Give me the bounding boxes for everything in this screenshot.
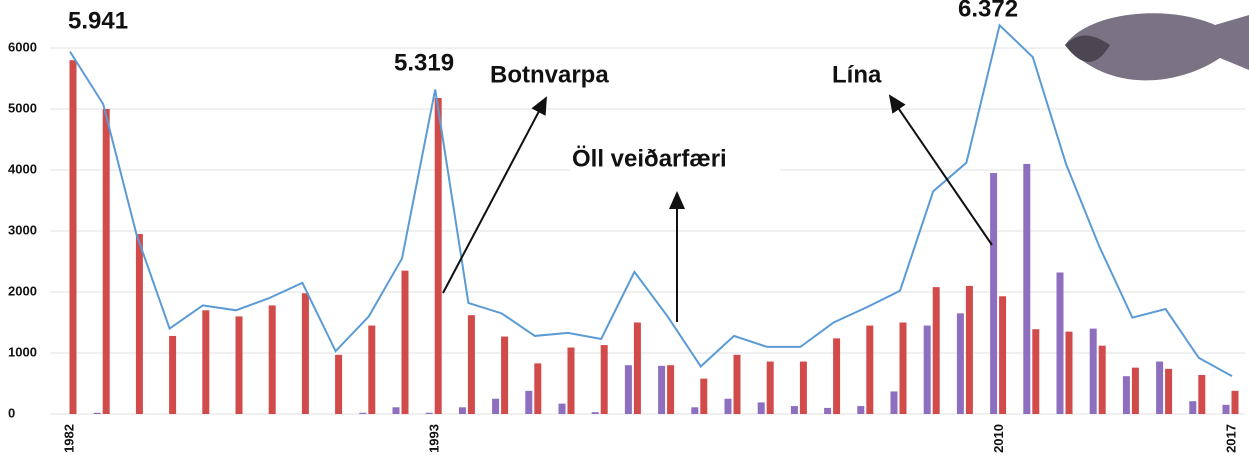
bar (103, 109, 110, 414)
bar (435, 98, 442, 414)
series-label: Öll veiðarfæri (572, 145, 727, 172)
bar (990, 173, 997, 414)
bar (833, 338, 840, 414)
bar (70, 60, 77, 414)
y-tick-label: 0 (8, 405, 15, 420)
chart: 0 1000 2000 3000 4000 5000 6000 1982 1993 2010 201… (0, 0, 1249, 464)
arrow (443, 98, 546, 293)
bar (169, 336, 176, 414)
bar (559, 404, 566, 414)
bar (791, 406, 798, 414)
bar (1090, 329, 1097, 414)
bar (592, 412, 599, 414)
bar (202, 310, 209, 414)
bar (625, 365, 632, 414)
bar (700, 379, 707, 414)
bar (269, 305, 276, 414)
bar (302, 293, 309, 414)
bar (459, 407, 466, 414)
bar (1123, 376, 1130, 414)
bar (359, 413, 366, 414)
bar (734, 355, 741, 414)
bar (667, 365, 674, 414)
bar (525, 391, 532, 414)
bar (767, 362, 774, 414)
bar (924, 326, 931, 414)
bar (966, 286, 973, 414)
bar (1156, 362, 1163, 414)
bar (492, 399, 499, 414)
y-tick-label: 4000 (8, 161, 37, 176)
y-tick-label: 1000 (8, 344, 37, 359)
bar (824, 408, 831, 414)
series-label: Botnvarpa (490, 61, 609, 88)
bar (634, 323, 641, 415)
bar (658, 366, 665, 414)
bar (136, 234, 143, 414)
bar (534, 363, 541, 414)
bar (1032, 329, 1039, 414)
bar (999, 296, 1006, 414)
bar (1099, 346, 1106, 414)
x-tick-label: 1993 (427, 424, 442, 453)
bar (691, 407, 698, 414)
bar (1232, 391, 1239, 414)
bar (1132, 368, 1139, 414)
bar (94, 413, 101, 414)
bar (800, 362, 807, 414)
bar (900, 323, 907, 415)
y-tick-label: 6000 (8, 39, 37, 54)
bar (501, 337, 508, 414)
bar (866, 326, 873, 414)
bar (758, 402, 765, 414)
bar (1057, 272, 1064, 414)
series-label: Lína (832, 61, 882, 88)
y-tick-label: 2000 (8, 283, 37, 298)
bar (468, 315, 475, 414)
fish-picture (1065, 13, 1249, 80)
bar (236, 316, 243, 414)
bar (1023, 164, 1030, 414)
y-tick-label: 5000 (8, 100, 37, 115)
bar (957, 313, 964, 414)
bar (568, 348, 575, 414)
bar (1066, 332, 1073, 414)
y-tick-label: 3000 (8, 222, 37, 237)
bar (393, 407, 400, 414)
bar (335, 355, 342, 414)
bar (1223, 405, 1230, 414)
value-label: 5.319 (394, 49, 454, 76)
bar (1198, 375, 1205, 414)
value-label: 5.941 (68, 7, 128, 34)
plot-area: 0 1000 2000 3000 4000 5000 6000 1982 1993 2010 201… (8, 25, 1245, 453)
x-tick-label: 2017 (1223, 424, 1238, 453)
bar (402, 271, 409, 414)
bar (426, 413, 433, 414)
bar (891, 391, 898, 414)
bar (368, 326, 375, 414)
x-tick-label: 2010 (991, 424, 1006, 453)
bar (1165, 369, 1172, 414)
bar (725, 399, 732, 414)
value-label: 6.372 (958, 0, 1018, 22)
bar (601, 345, 608, 414)
bar (857, 406, 864, 414)
x-tick-label: 1982 (61, 424, 76, 453)
bar (933, 287, 940, 414)
bar (1189, 401, 1196, 414)
